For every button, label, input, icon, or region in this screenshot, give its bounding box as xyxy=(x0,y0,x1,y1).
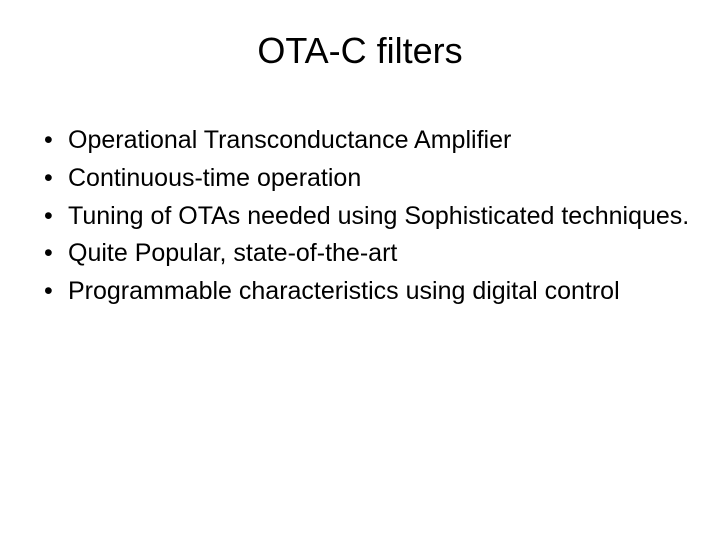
slide-title: OTA-C filters xyxy=(30,30,690,72)
bullet-item: Operational Transconductance Amplifier xyxy=(40,124,690,158)
bullet-item: Quite Popular, state-of-the-art xyxy=(40,237,690,271)
bullet-item: Continuous-time operation xyxy=(40,162,690,196)
bullet-item: Tuning of OTAs needed using Sophisticate… xyxy=(40,200,690,234)
bullet-item: Programmable characteristics using digit… xyxy=(40,275,690,309)
bullet-list: Operational Transconductance Amplifier C… xyxy=(30,124,690,309)
